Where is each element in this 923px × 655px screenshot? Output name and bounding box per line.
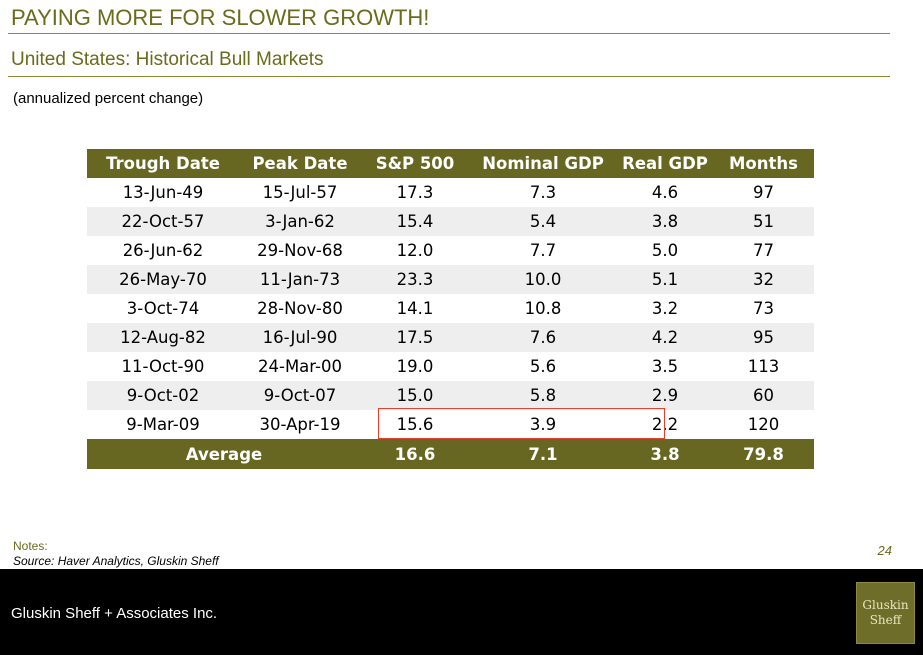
company-name: Gluskin Sheff + Associates Inc. <box>11 605 218 622</box>
cell-trough-date: 11-Oct-90 <box>121 357 205 376</box>
cell-months: 95 <box>753 328 774 347</box>
cell-months: 32 <box>753 270 774 289</box>
average-nominal-gdp: 7.1 <box>528 444 558 464</box>
cell-real-gdp: 2.9 <box>651 386 679 405</box>
cell-peak-date: 28-Nov-80 <box>257 299 343 318</box>
cell-nominal-gdp: 7.3 <box>529 183 557 202</box>
logo-line-1: Gluskin <box>862 598 909 612</box>
cell-nominal-gdp: 5.4 <box>529 212 557 231</box>
table-row: 22-Oct-57 3-Jan-62 15.4 5.4 3.8 51 <box>87 207 814 236</box>
cell-sp500: 19.0 <box>396 357 434 376</box>
cell-trough-date: 9-Mar-09 <box>126 415 200 434</box>
cell-real-gdp: 4.2 <box>651 328 679 347</box>
notes-label: Notes: <box>13 539 48 553</box>
average-real-gdp: 3.8 <box>650 444 680 464</box>
cell-months: 51 <box>753 212 774 231</box>
cell-months: 97 <box>753 183 774 202</box>
header-months: Months <box>729 154 798 173</box>
cell-peak-date: 30-Apr-19 <box>259 415 341 434</box>
cell-peak-date: 9-Oct-07 <box>263 386 337 405</box>
cell-months: 77 <box>753 241 774 260</box>
cell-real-gdp: 3.2 <box>651 299 679 318</box>
cell-nominal-gdp: 3.9 <box>529 415 557 434</box>
cell-trough-date: 22-Oct-57 <box>121 212 205 231</box>
table-row: 13-Jun-49 15-Jul-57 17.3 7.3 4.6 97 <box>87 178 814 207</box>
table-row: 11-Oct-90 24-Mar-00 19.0 5.6 3.5 113 <box>87 352 814 381</box>
table-header-row: Trough Date Peak Date S&P 500 Nominal GD… <box>87 149 814 178</box>
cell-sp500: 12.0 <box>396 241 434 260</box>
cell-peak-date: 15-Jul-57 <box>262 183 338 202</box>
cell-real-gdp: 3.8 <box>651 212 679 231</box>
cell-months: 120 <box>747 415 780 434</box>
table-row: 26-Jun-62 29-Nov-68 12.0 7.7 5.0 77 <box>87 236 814 265</box>
header-real-gdp: Real GDP <box>622 154 708 173</box>
cell-sp500: 15.6 <box>396 415 434 434</box>
table-row: 26-May-70 11-Jan-73 23.3 10.0 5.1 32 <box>87 265 814 294</box>
cell-nominal-gdp: 10.0 <box>524 270 562 289</box>
header-sp500: S&P 500 <box>375 154 455 173</box>
cell-trough-date: 3-Oct-74 <box>126 299 200 318</box>
cell-sp500: 15.4 <box>396 212 434 231</box>
cell-peak-date: 24-Mar-00 <box>258 357 342 376</box>
average-sp500: 16.6 <box>394 444 436 464</box>
cell-sp500: 17.5 <box>396 328 434 347</box>
cell-nominal-gdp: 10.8 <box>524 299 562 318</box>
cell-nominal-gdp: 5.6 <box>529 357 557 376</box>
table-row: 12-Aug-82 16-Jul-90 17.5 7.6 4.2 95 <box>87 323 814 352</box>
cell-real-gdp: 3.5 <box>651 357 679 376</box>
title-divider <box>8 33 890 34</box>
cell-trough-date: 9-Oct-02 <box>126 386 200 405</box>
cell-months: 113 <box>747 357 780 376</box>
cell-real-gdp: 4.6 <box>651 183 679 202</box>
cell-sp500: 15.0 <box>396 386 434 405</box>
cell-trough-date: 13-Jun-49 <box>122 183 204 202</box>
cell-real-gdp: 2.2 <box>651 415 679 434</box>
header-trough-date: Trough Date <box>106 154 220 173</box>
cell-trough-date: 12-Aug-82 <box>120 328 206 347</box>
cell-trough-date: 26-May-70 <box>119 270 207 289</box>
bull-markets-table: Trough Date Peak Date S&P 500 Nominal GD… <box>87 149 814 469</box>
cell-nominal-gdp: 5.8 <box>529 386 557 405</box>
cell-peak-date: 11-Jan-73 <box>259 270 341 289</box>
cell-nominal-gdp: 7.7 <box>529 241 557 260</box>
header-nominal-gdp: Nominal GDP <box>482 154 604 173</box>
footer-bar: Gluskin Sheff + Associates Inc. Gluskin … <box>0 569 923 655</box>
cell-months: 73 <box>753 299 774 318</box>
cell-real-gdp: 5.1 <box>651 270 679 289</box>
logo-line-2: Sheff <box>869 613 902 627</box>
source-note: Source: Haver Analytics, Gluskin Sheff <box>13 554 219 568</box>
cell-sp500: 23.3 <box>396 270 434 289</box>
average-months: 79.8 <box>743 444 784 464</box>
cell-real-gdp: 5.0 <box>651 241 679 260</box>
units-note: (annualized percent change) <box>13 90 204 107</box>
average-label: Average <box>185 444 263 464</box>
page-number: 24 <box>877 543 892 558</box>
slide-title: PAYING MORE FOR SLOWER GROWTH! <box>11 5 430 30</box>
cell-nominal-gdp: 7.6 <box>529 328 557 347</box>
table-row: 9-Oct-02 9-Oct-07 15.0 5.8 2.9 60 <box>87 381 814 410</box>
cell-trough-date: 26-Jun-62 <box>122 241 204 260</box>
cell-peak-date: 16-Jul-90 <box>262 328 338 347</box>
company-logo: Gluskin Sheff <box>856 582 915 644</box>
slide-subtitle: United States: Historical Bull Markets <box>11 49 324 70</box>
cell-sp500: 17.3 <box>396 183 434 202</box>
table-row: 9-Mar-09 30-Apr-19 15.6 3.9 2.2 120 <box>87 410 814 439</box>
header-peak-date: Peak Date <box>252 154 348 173</box>
table-row: 3-Oct-74 28-Nov-80 14.1 10.8 3.2 73 <box>87 294 814 323</box>
cell-months: 60 <box>753 386 774 405</box>
cell-sp500: 14.1 <box>396 299 434 318</box>
cell-peak-date: 29-Nov-68 <box>257 241 343 260</box>
subtitle-divider <box>8 76 890 77</box>
average-row: Average 16.6 7.1 3.8 79.8 <box>87 439 814 469</box>
cell-peak-date: 3-Jan-62 <box>265 212 335 231</box>
